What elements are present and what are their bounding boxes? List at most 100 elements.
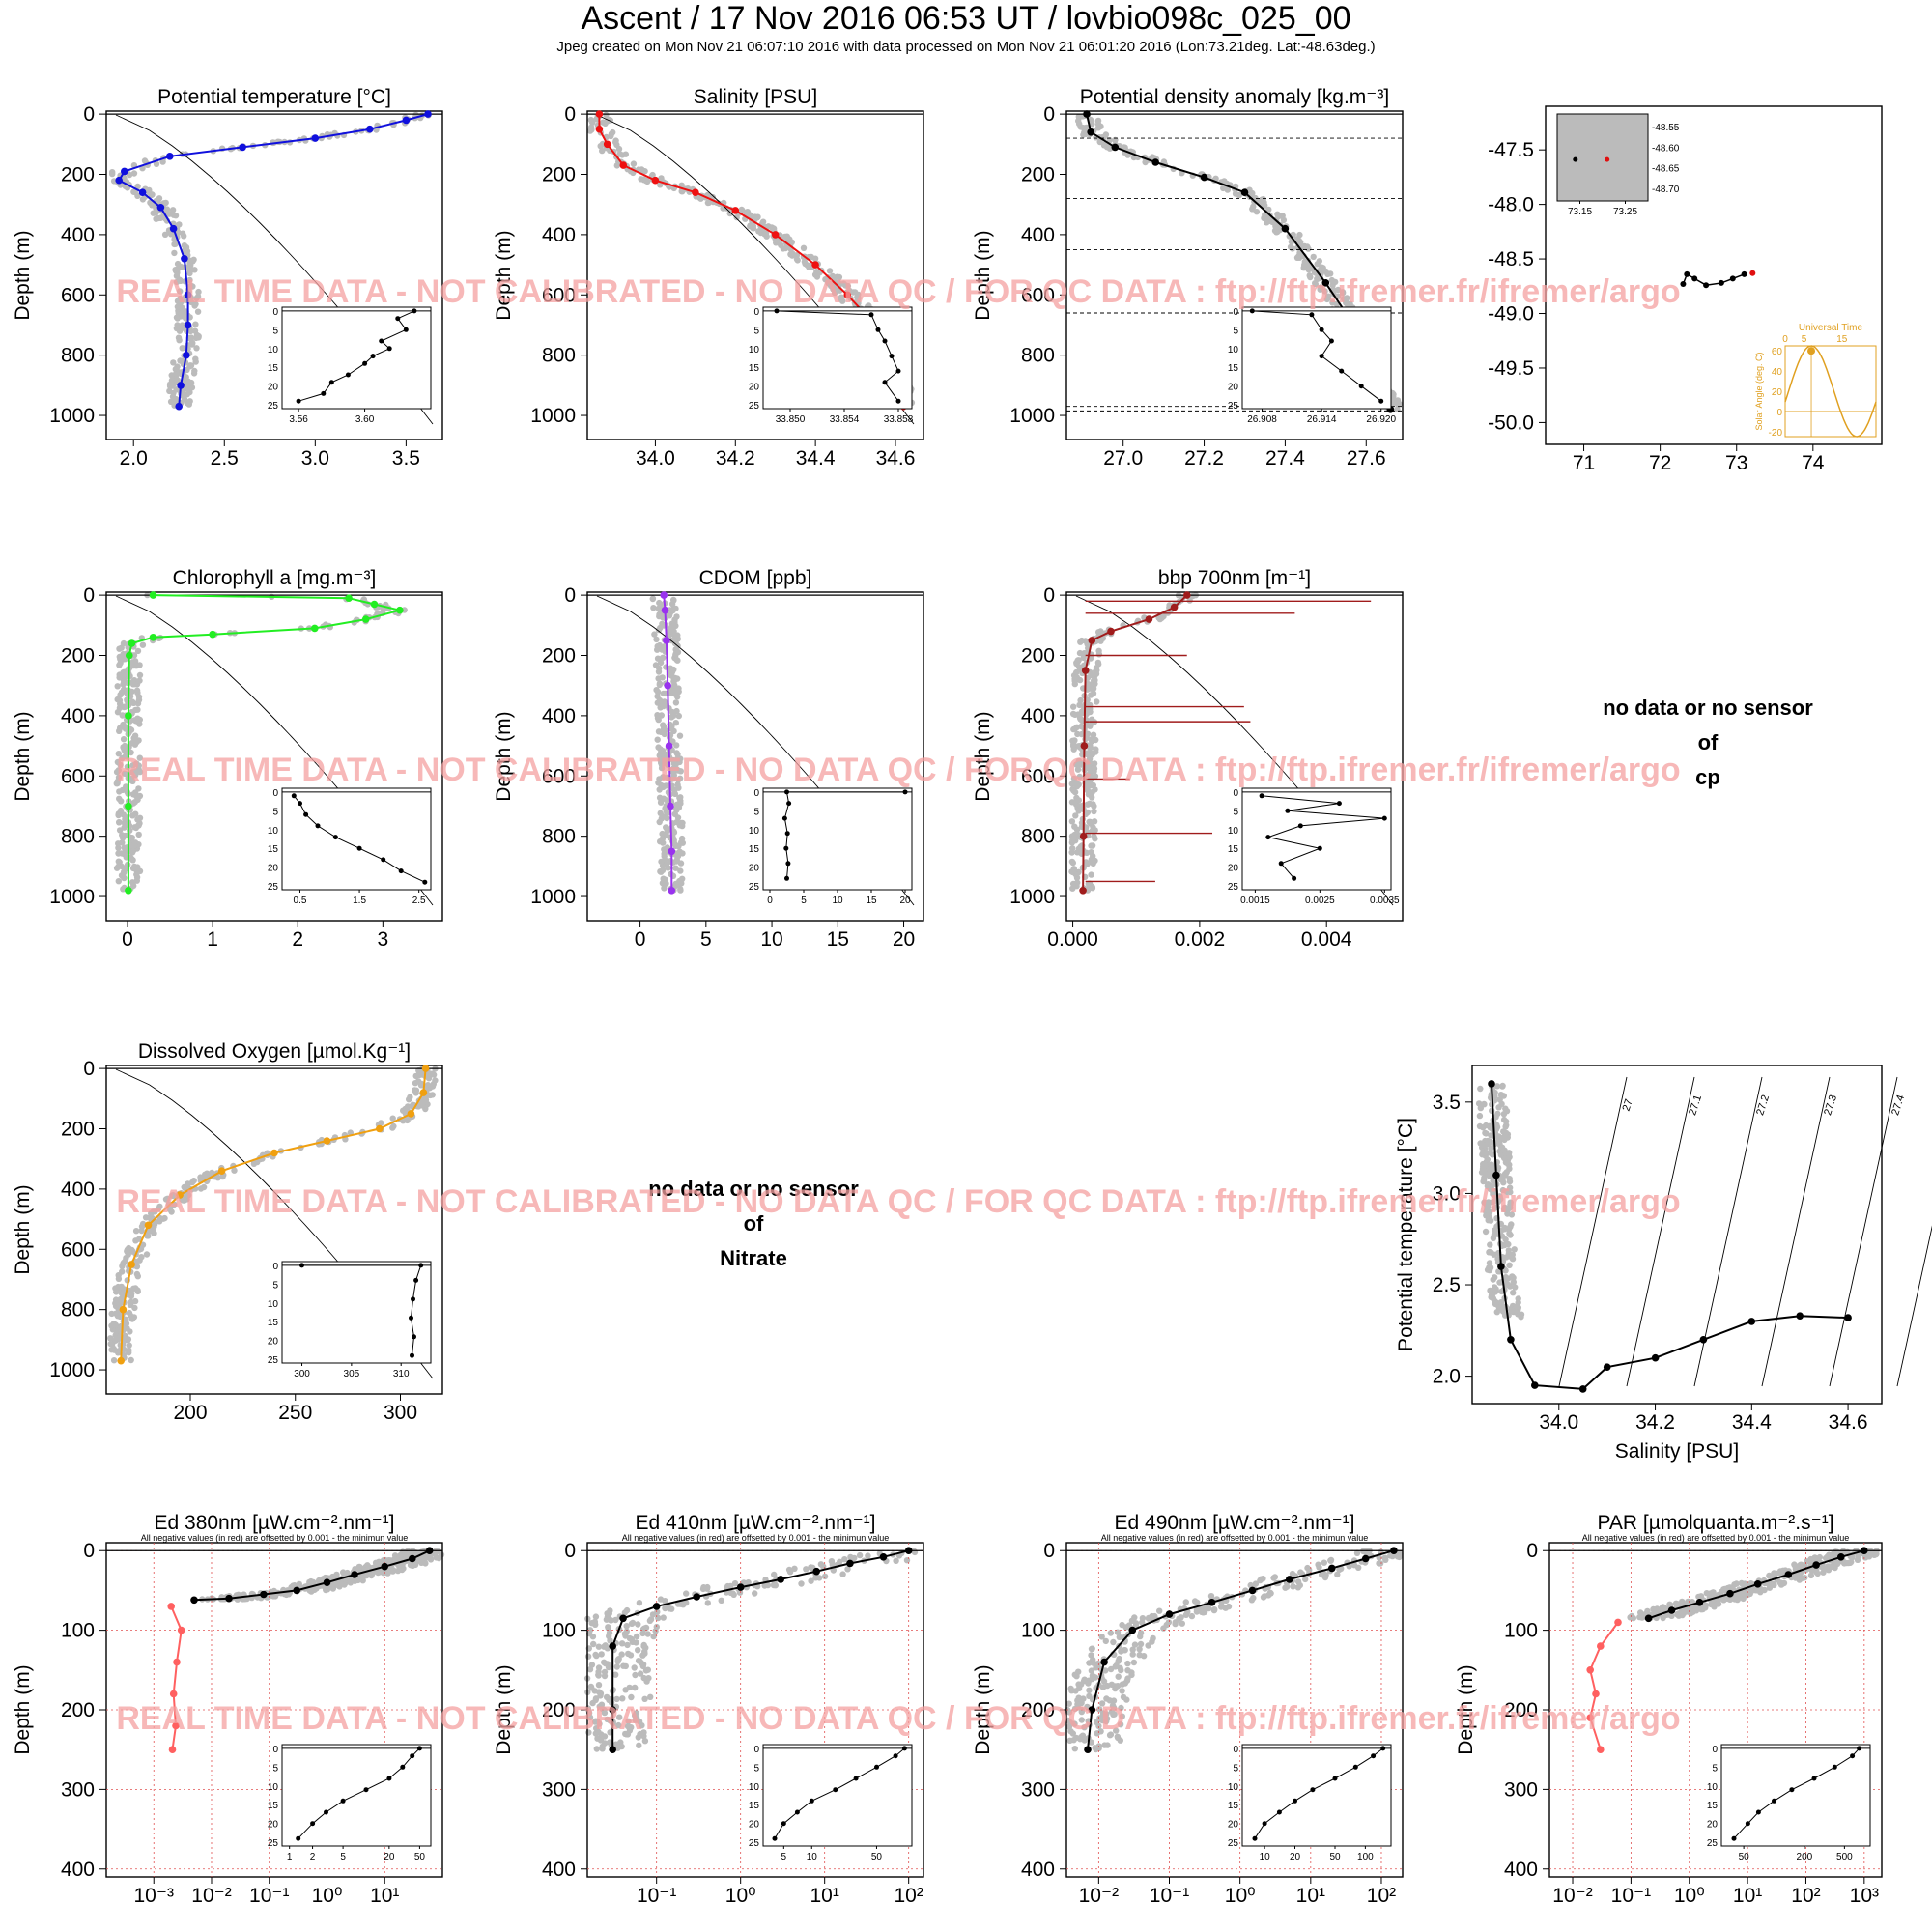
data-point xyxy=(293,1586,301,1595)
history-point xyxy=(136,677,143,684)
inset-x-tick-label: 10 xyxy=(1260,1852,1271,1862)
history-point xyxy=(1872,1550,1880,1558)
y-tick-label: 300 xyxy=(542,1778,576,1801)
inset-point xyxy=(901,1746,907,1751)
solar-x-tick-label: 15 xyxy=(1836,334,1848,345)
data-point xyxy=(777,1576,784,1583)
history-point xyxy=(412,1087,420,1094)
data-point xyxy=(119,1305,128,1314)
inset-y-tick-label: 15 xyxy=(749,363,760,374)
chart-title: Chlorophyll a [mg.m⁻³] xyxy=(173,567,377,589)
history-point xyxy=(793,256,801,263)
history-point xyxy=(670,712,677,719)
inset-x-tick-label: 5 xyxy=(801,895,807,906)
data-point xyxy=(1644,1614,1653,1623)
y-axis-label: Depth (m) xyxy=(12,230,34,320)
inset-point xyxy=(296,398,301,404)
data-point xyxy=(1328,1564,1336,1573)
inset-y-tick-label: 0 xyxy=(272,307,278,318)
data-point xyxy=(660,591,668,599)
history-point xyxy=(893,1557,899,1565)
data-point xyxy=(1088,637,1096,644)
history-point xyxy=(656,696,664,704)
x-tick-label: 10¹ xyxy=(1733,1885,1762,1907)
y-axis-label: Depth (m) xyxy=(12,711,34,801)
inset-point xyxy=(381,857,386,863)
history-point xyxy=(592,1651,599,1659)
history-point xyxy=(639,1652,646,1659)
inset-point xyxy=(1252,1835,1258,1841)
history-point xyxy=(606,1610,612,1617)
history-point xyxy=(1088,871,1094,878)
inset-point xyxy=(1293,1798,1297,1804)
x-tick-label: 34.2 xyxy=(1635,1411,1675,1434)
inset-point xyxy=(781,1821,786,1827)
inset-x-tick-label: 1.5 xyxy=(353,895,366,906)
inset-point xyxy=(889,354,895,359)
history-point xyxy=(432,1077,439,1084)
history-point xyxy=(1296,1581,1304,1589)
data-point xyxy=(138,188,147,196)
history-point xyxy=(135,785,142,792)
data-point xyxy=(603,140,611,149)
inset-y-tick-label: 20 xyxy=(1228,383,1239,393)
history-point xyxy=(1499,1083,1506,1090)
history-point xyxy=(1271,1574,1279,1580)
history-point xyxy=(192,321,199,327)
history-point xyxy=(130,662,137,669)
data-point xyxy=(1183,591,1191,599)
y-tick-label: 400 xyxy=(1021,705,1055,727)
history-point xyxy=(1128,1671,1135,1679)
history-point xyxy=(1130,1659,1138,1666)
x-tick-label: 10² xyxy=(895,1885,923,1907)
solar-y-tick-label: -20 xyxy=(1769,428,1783,439)
inset-frame xyxy=(762,787,913,891)
inset-y-tick-label: 25 xyxy=(1228,1838,1239,1849)
history-point xyxy=(657,838,664,845)
inset-y-tick-label: 10 xyxy=(1228,826,1239,837)
history-point xyxy=(132,1228,140,1235)
history-point xyxy=(429,1083,437,1090)
inset-point xyxy=(1381,815,1387,821)
data-point xyxy=(843,291,852,299)
inset-x-tick-label: 0.0015 xyxy=(1240,895,1270,906)
inset-ed490: 10 20 50 100 0 5 10 15 20 25 xyxy=(1228,1744,1392,1862)
history-point xyxy=(655,668,663,675)
history-point xyxy=(826,268,834,274)
history-point xyxy=(1381,1554,1389,1561)
inset-x-tick-label: 20 xyxy=(899,895,911,906)
history-point xyxy=(188,339,195,346)
history-point xyxy=(1302,1576,1309,1583)
history-point xyxy=(1087,818,1094,826)
history-point xyxy=(153,215,159,222)
inset-point xyxy=(1339,368,1345,374)
inset-y-tick-label: 0 xyxy=(1712,1745,1718,1755)
empty-panel-text: cp xyxy=(1695,765,1720,789)
chart-title: Ed 490nm [µW.cm⁻².nm⁻¹] xyxy=(1115,1512,1355,1534)
data-point xyxy=(424,110,432,118)
history-point xyxy=(1069,859,1077,867)
solar-x-tick-label: 0 xyxy=(1782,334,1788,345)
history-point xyxy=(675,804,683,811)
history-point xyxy=(176,276,184,283)
inset-y-tick-label: 20 xyxy=(268,1337,279,1348)
inset-y-tick-label: 0 xyxy=(1233,788,1238,799)
history-point xyxy=(131,799,138,806)
y-tick-label: -48.0 xyxy=(1488,194,1534,216)
history-point xyxy=(588,1620,595,1627)
chart-title: Ed 410nm [µW.cm⁻².nm⁻¹] xyxy=(636,1512,876,1534)
history-point xyxy=(657,659,665,667)
history-point xyxy=(436,1554,442,1562)
inset-point xyxy=(410,1352,414,1358)
data-point xyxy=(1729,275,1736,282)
inset-x-tick-label: 300 xyxy=(294,1369,310,1379)
y-tick-label: 200 xyxy=(542,645,576,668)
history-point xyxy=(1113,1662,1120,1669)
solar-curve xyxy=(1784,345,1877,438)
inset-y-tick-label: 0 xyxy=(272,1745,278,1755)
inset-point xyxy=(1745,1821,1750,1827)
history-point xyxy=(1795,1563,1802,1570)
isopycnal-line xyxy=(1829,1076,1898,1387)
x-tick-label: 2 xyxy=(292,928,303,951)
